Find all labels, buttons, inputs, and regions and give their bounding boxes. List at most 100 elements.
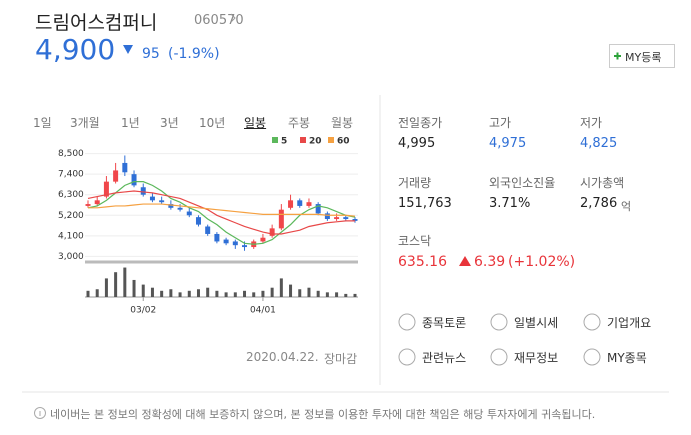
tab[interactable]: 1일 <box>33 116 52 130</box>
candle-body <box>334 217 340 220</box>
candle-body <box>306 202 312 206</box>
date: 2020.04.22. <box>246 350 319 364</box>
volume-bar <box>289 284 293 297</box>
volume-bar <box>270 287 274 297</box>
link-icon <box>490 313 508 331</box>
ma-line <box>87 181 356 245</box>
my-button[interactable] <box>609 44 675 68</box>
tab[interactable]: 10년 <box>199 116 226 130</box>
candle-body <box>343 217 349 220</box>
y-tick-label: 6,300 <box>58 190 84 200</box>
legend-label: 20 <box>309 137 322 147</box>
stat-label: 고가 <box>489 116 512 130</box>
stat-value: 3.71% <box>489 196 531 211</box>
tab[interactable]: 주봉 <box>288 116 311 130</box>
stat-label: 전일종가 <box>398 116 443 130</box>
link-icon <box>490 348 508 366</box>
candle-body <box>324 213 330 220</box>
volume-bar <box>316 290 320 297</box>
candle-body <box>177 207 183 210</box>
link[interactable]: MY종목 <box>607 351 647 365</box>
candle-body <box>186 211 192 216</box>
volume-bar <box>141 284 145 297</box>
link[interactable]: 일별시세 <box>514 316 559 330</box>
volume-bar <box>178 292 182 297</box>
candle-body <box>195 217 201 225</box>
candle-body <box>242 245 248 248</box>
tab[interactable]: 3년 <box>160 116 179 130</box>
stat-label: 외국인소진율 <box>489 176 556 190</box>
candle-body <box>288 200 294 208</box>
volume-bar <box>160 290 164 297</box>
candle-body <box>140 187 146 195</box>
link[interactable]: 재무정보 <box>514 351 559 365</box>
info-icon <box>34 407 46 419</box>
volume-bar <box>196 289 200 297</box>
legend-swatch <box>328 137 334 143</box>
link[interactable]: 기업개요 <box>607 316 652 330</box>
candle-body <box>168 204 174 208</box>
candle-body <box>122 162 128 173</box>
y-tick-label: 4,100 <box>58 231 84 241</box>
y-tick-label: 7,400 <box>58 170 84 180</box>
down-arrow <box>123 45 133 54</box>
candle-body <box>205 226 211 234</box>
candle-body <box>269 228 275 236</box>
volume-bar <box>114 272 118 297</box>
stat-value: 4,825 <box>580 136 618 151</box>
volume-bar <box>233 292 237 297</box>
candle-body <box>352 219 358 221</box>
volume-bar <box>132 279 136 297</box>
volume-bar <box>206 287 210 297</box>
stat-unit: 억 <box>621 200 632 213</box>
candle-body <box>278 209 284 229</box>
percent: (-1.9%) <box>168 46 220 62</box>
index-percent: (+1.02%) <box>508 254 576 270</box>
volume-bar <box>86 290 90 297</box>
stat-value: 151,763 <box>398 196 452 211</box>
x-tick-label: 03/02 <box>130 306 156 316</box>
volume-bar <box>104 278 108 297</box>
candle-body <box>223 239 229 244</box>
status: 장마감 <box>324 352 358 366</box>
volume-bar <box>261 290 265 297</box>
change: 95 <box>142 46 160 62</box>
volume-bar <box>307 287 311 297</box>
stat-value: 4,975 <box>489 136 527 151</box>
tab[interactable]: 월봉 <box>331 116 354 130</box>
tab[interactable]: 1년 <box>121 116 140 130</box>
my-button-label[interactable]: MY등록 <box>625 51 662 64</box>
volume-bar <box>150 287 154 297</box>
x-tick-label: 04/01 <box>250 306 276 316</box>
index-change: 6.39 <box>474 254 506 270</box>
footer: 네이버는 본 정보의 정확성에 대해 보증하지 않으며, 본 정보를 이용한 투… <box>50 408 596 421</box>
candle-body <box>315 204 321 214</box>
link[interactable]: 관련뉴스 <box>422 351 467 365</box>
volume-bar <box>187 290 191 297</box>
volume-bar <box>279 278 283 297</box>
candle-body <box>113 170 119 182</box>
tab[interactable]: 3개월 <box>70 116 100 130</box>
tab[interactable]: 일봉 <box>244 116 267 130</box>
volume-bar <box>335 292 339 297</box>
candle-body <box>260 237 266 242</box>
volume-bar <box>215 290 219 297</box>
volume-bar <box>252 292 256 297</box>
link[interactable]: 종목토론 <box>422 316 467 330</box>
up-arrow <box>459 256 471 266</box>
candle-body <box>103 181 109 197</box>
link-icon <box>583 313 601 331</box>
stock-name: 드림어스컴퍼니 <box>35 12 158 34</box>
ma-line <box>87 190 355 235</box>
index-value: 635.16 <box>398 254 447 270</box>
ma-line <box>88 203 356 217</box>
volume-bar <box>344 293 348 297</box>
stat-label: 시가총액 <box>580 176 625 190</box>
volume-bar <box>224 292 228 297</box>
volume-bar <box>123 267 127 297</box>
candle-body <box>149 196 155 201</box>
link-icon <box>583 348 601 366</box>
price: 4,900 <box>35 33 116 66</box>
stat-label: 저가 <box>580 116 603 130</box>
